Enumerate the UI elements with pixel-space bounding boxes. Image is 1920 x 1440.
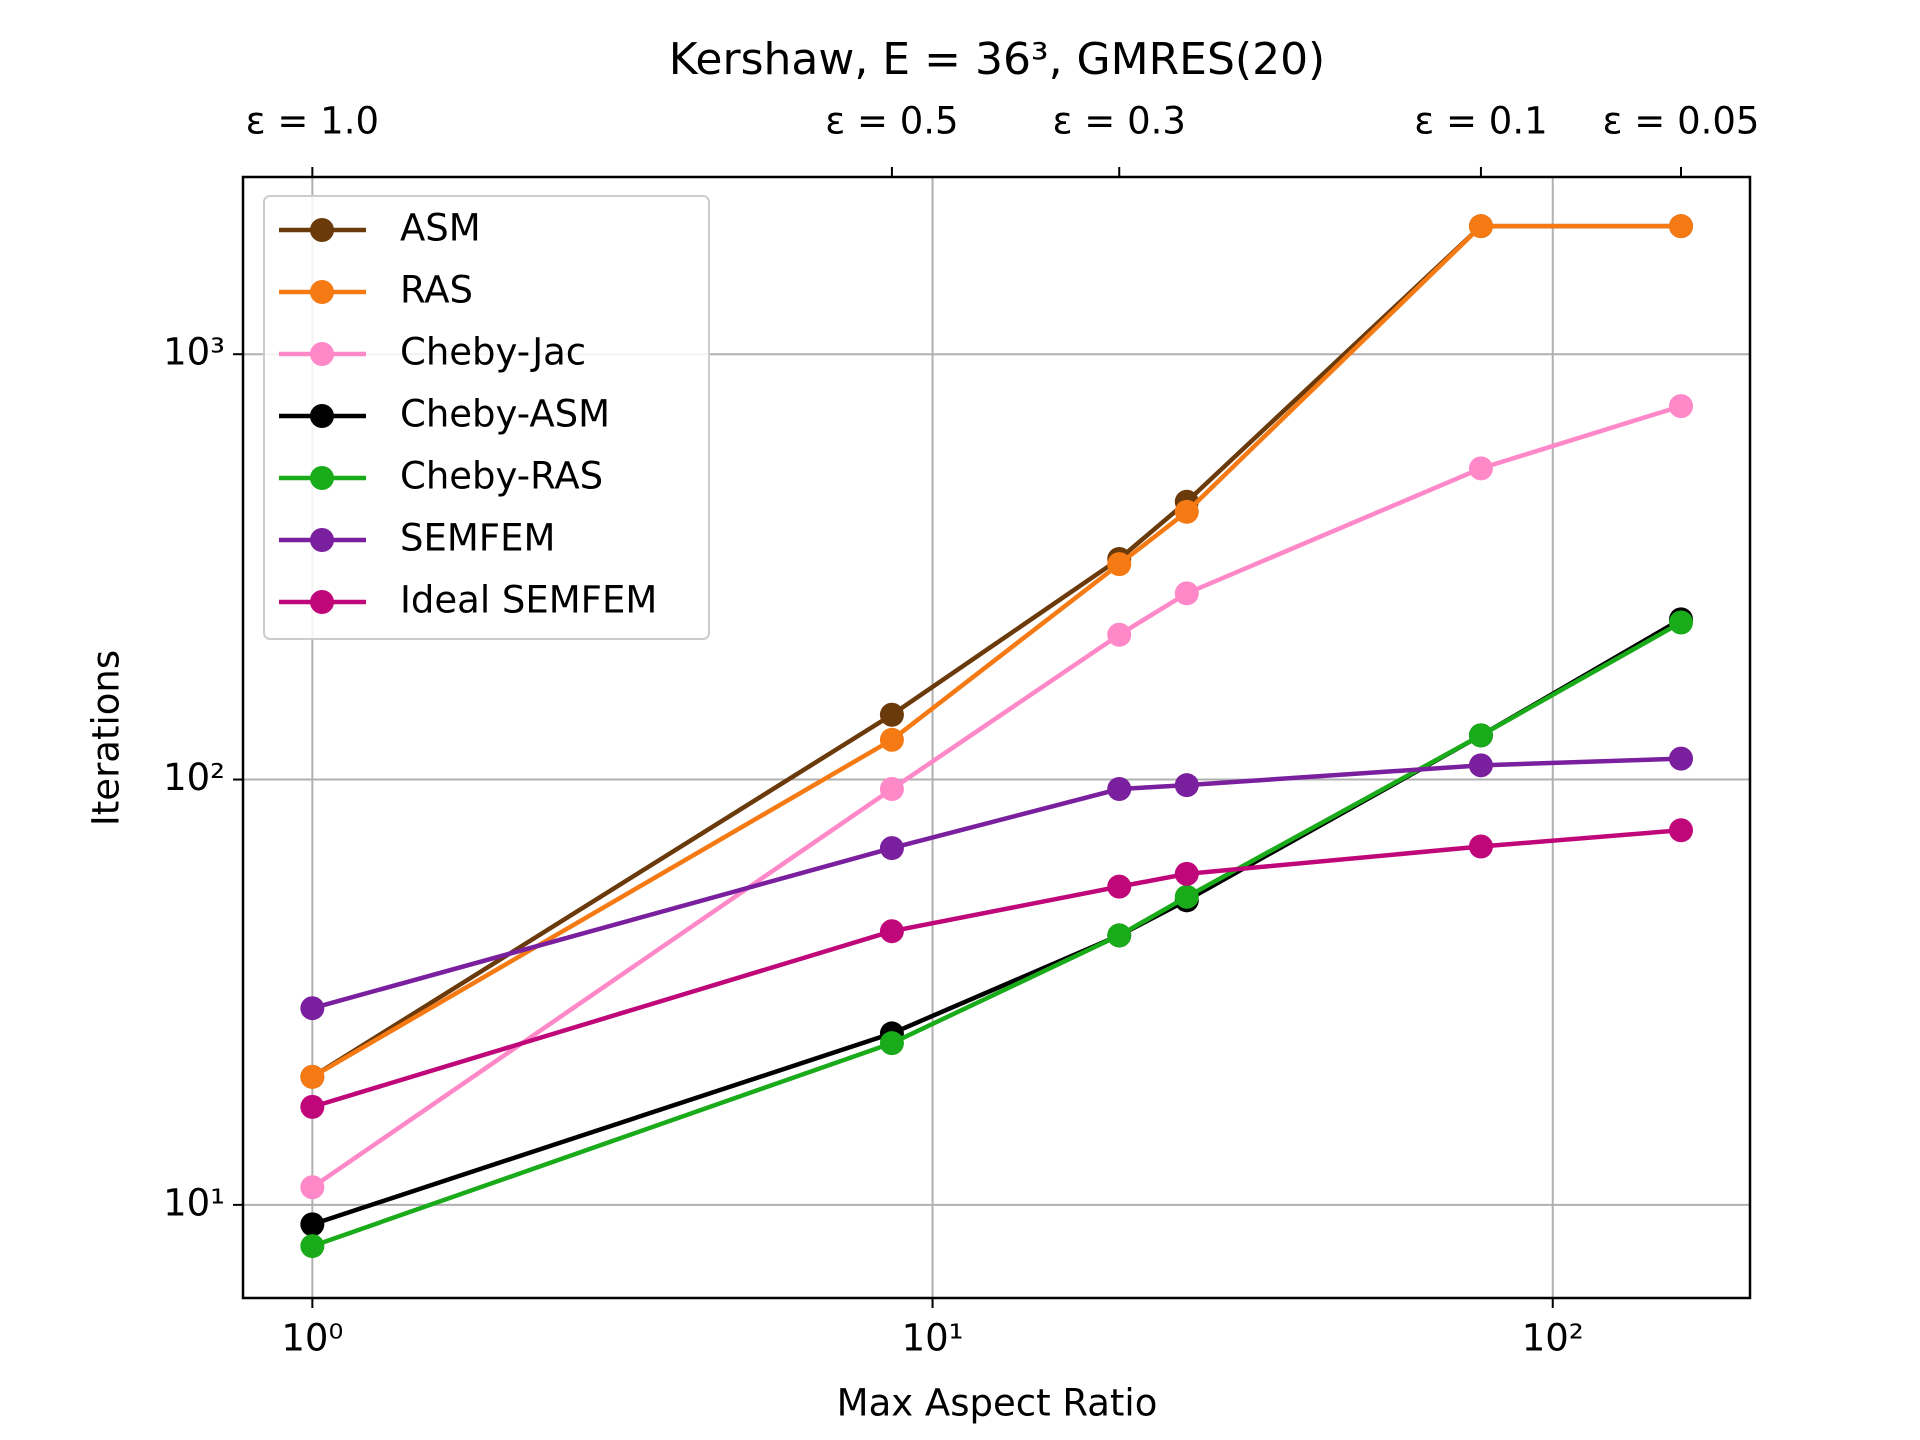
point — [1107, 923, 1132, 948]
x2-tick-label: ε = 0.05 — [1603, 100, 1760, 143]
point — [879, 777, 904, 802]
point — [1174, 773, 1199, 798]
point — [1107, 874, 1132, 899]
x2-tick-label: ε = 0.5 — [825, 100, 958, 143]
point — [1174, 861, 1199, 886]
point — [1669, 214, 1694, 239]
point — [879, 727, 904, 752]
point — [1174, 884, 1199, 909]
point — [1669, 394, 1694, 419]
legend-marker — [310, 218, 334, 242]
legend-label: ASM — [400, 207, 481, 250]
x2-tick-label: ε = 0.3 — [1053, 100, 1186, 143]
point — [300, 1094, 325, 1119]
y-tick-label: 10² — [163, 756, 225, 799]
point — [1468, 456, 1493, 481]
x-tick-label: 10⁰ — [281, 1317, 343, 1360]
legend-marker — [310, 280, 334, 304]
point — [1174, 581, 1199, 606]
y-tick-label: 10¹ — [163, 1181, 225, 1224]
legend-label: Cheby-ASM — [400, 393, 610, 436]
legend-marker — [310, 404, 334, 428]
point — [879, 1031, 904, 1056]
y-axis-label: Iterations — [85, 650, 128, 826]
point — [1669, 610, 1694, 635]
point — [879, 836, 904, 861]
legend-marker — [310, 342, 334, 366]
point — [879, 919, 904, 944]
legend-label: SEMFEM — [400, 517, 555, 560]
point — [1468, 723, 1493, 748]
point — [1107, 552, 1132, 577]
point — [1468, 834, 1493, 859]
point — [1669, 818, 1694, 843]
series-line — [311, 756, 1682, 1011]
legend-label: RAS — [400, 269, 473, 312]
x2-tick-label: ε = 1.0 — [246, 100, 379, 143]
chart-title: Kershaw, E = 36³, GMRES(20) — [669, 34, 1325, 85]
point — [300, 1175, 325, 1200]
x-axis-label: Max Aspect Ratio — [837, 1382, 1158, 1425]
point — [1107, 777, 1132, 802]
series-line — [311, 617, 1683, 1227]
point — [300, 1212, 325, 1237]
series-line — [311, 827, 1682, 1110]
point — [1107, 622, 1132, 647]
point — [1174, 499, 1199, 524]
plot-frame — [241, 175, 1752, 1300]
point — [879, 702, 904, 727]
legend-marker — [310, 466, 334, 490]
x2-tick-label: ε = 0.1 — [1414, 100, 1547, 143]
legend-marker — [310, 590, 334, 614]
y-tick-label: 10³ — [163, 331, 225, 374]
legend-label: Ideal SEMFEM — [400, 579, 657, 622]
point — [300, 1234, 325, 1259]
series-line — [311, 620, 1683, 1249]
x-tick-label: 10² — [1522, 1317, 1584, 1360]
legend-box — [263, 195, 710, 640]
legend-label: Cheby-Jac — [400, 331, 586, 374]
x-tick-label: 10¹ — [902, 1317, 964, 1360]
point — [1669, 746, 1694, 771]
series-line — [311, 403, 1682, 1190]
legend-label: Cheby-RAS — [400, 455, 603, 498]
point — [1468, 753, 1493, 778]
series-line — [311, 223, 1682, 1079]
point — [300, 1064, 325, 1089]
legend-marker — [310, 528, 334, 552]
point — [300, 996, 325, 1021]
point — [1468, 214, 1493, 239]
